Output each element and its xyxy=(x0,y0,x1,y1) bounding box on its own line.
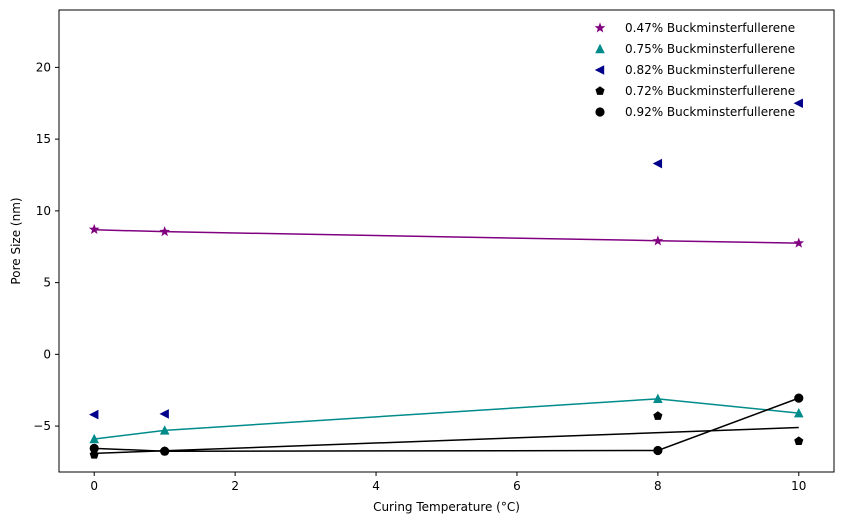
data-point-series-3 xyxy=(653,411,663,420)
x-tick-label: 6 xyxy=(513,479,521,493)
y-tick-label: 0 xyxy=(43,347,51,361)
data-point-series-0 xyxy=(88,223,100,235)
y-tick-label: 15 xyxy=(36,132,51,146)
legend-marker-series-2 xyxy=(594,65,605,75)
data-point-series-0 xyxy=(652,235,664,246)
x-tick-label: 0 xyxy=(90,479,98,493)
data-point-series-3 xyxy=(794,436,804,446)
legend-label: 0.72% Buckminsterfullerene xyxy=(625,84,795,98)
data-point-series-0 xyxy=(159,226,171,237)
x-tick-label: 2 xyxy=(231,479,239,493)
data-point-series-1 xyxy=(793,407,804,418)
plot-frame xyxy=(58,9,835,473)
x-tick-label: 4 xyxy=(372,479,380,493)
legend-label: 0.75% Buckminsterfullerene xyxy=(625,42,795,56)
y-axis-ticks: −5 0 5 10 15 20 xyxy=(33,60,59,433)
data-point-series-0 xyxy=(793,237,805,248)
y-tick-label: 10 xyxy=(36,204,51,218)
fit-line-series-4 xyxy=(94,397,800,452)
data-point-series-4 xyxy=(89,443,99,453)
x-tick-label: 8 xyxy=(654,479,662,493)
fit-line-series-0 xyxy=(94,229,799,244)
fit-lines xyxy=(94,229,800,455)
legend-label: 0.92% Buckminsterfullerene xyxy=(625,105,795,119)
data-point-series-2 xyxy=(652,158,663,169)
x-axis-ticks: 0 2 4 6 8 10 xyxy=(90,472,806,493)
x-axis-label: Curing Temperature (°C) xyxy=(373,500,520,514)
legend-label: 0.82% Buckminsterfullerene xyxy=(625,63,795,77)
legend-label: 0.47% Buckminsterfullerene xyxy=(625,21,795,35)
fit-line-series-3 xyxy=(94,426,799,455)
data-point-series-1 xyxy=(159,425,170,435)
data-point-series-2 xyxy=(89,409,99,420)
legend-marker-series-3 xyxy=(595,86,605,95)
data-point-series-1 xyxy=(89,433,100,444)
y-tick-label: 20 xyxy=(36,60,51,74)
y-tick-label: 5 xyxy=(43,276,51,290)
y-tick-label: −5 xyxy=(33,419,51,433)
data-point-series-1 xyxy=(653,393,663,404)
x-tick-label: 10 xyxy=(791,479,806,493)
data-point-series-4 xyxy=(160,446,170,456)
data-point-series-2 xyxy=(793,98,803,109)
y-axis-label: Pore Size (nm) xyxy=(9,197,23,284)
data-markers xyxy=(88,98,805,459)
data-point-series-2 xyxy=(159,409,169,419)
legend: 0.47% Buckminsterfullerene 0.75% Buckmins… xyxy=(594,21,795,119)
legend-marker-series-1 xyxy=(595,43,605,54)
legend-marker-series-4 xyxy=(595,107,605,117)
fit-line-series-1 xyxy=(94,398,799,440)
data-point-series-4 xyxy=(794,393,804,403)
data-point-series-4 xyxy=(653,445,663,456)
legend-marker-series-0 xyxy=(594,22,606,33)
